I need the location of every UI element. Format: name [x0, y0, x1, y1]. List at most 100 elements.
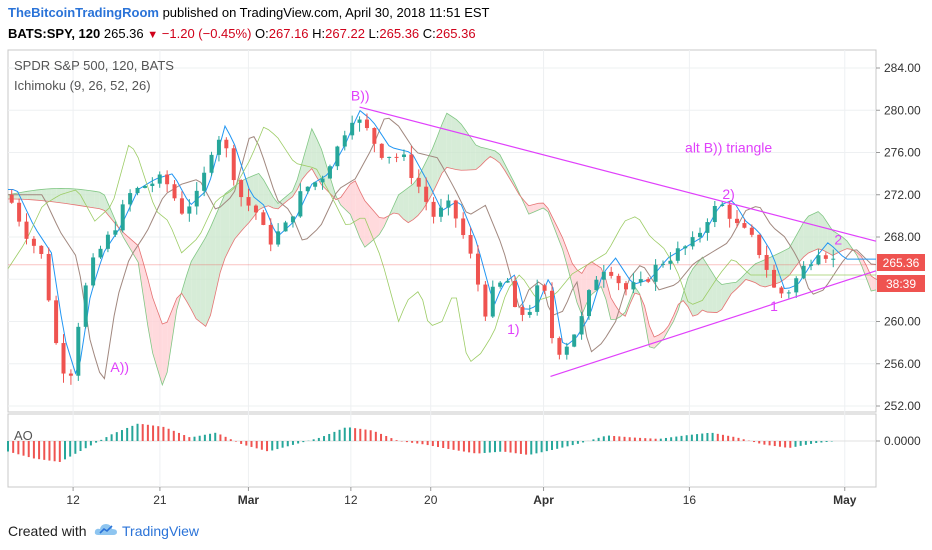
candle-down: [379, 143, 384, 158]
candle-down: [416, 177, 421, 187]
candle-down: [239, 180, 244, 198]
time-tick-label: 20: [424, 493, 438, 507]
legend-ichimoku: Ichimoku (9, 26, 52, 26): [14, 78, 151, 93]
candle-up: [653, 264, 658, 282]
candle-down: [520, 307, 525, 315]
symbol-label: BATS:SPY, 120: [8, 26, 101, 41]
down-triangle-icon: ▼: [147, 29, 159, 41]
cloud-segment: [712, 272, 717, 313]
wave-label: A)): [110, 359, 129, 375]
cloud-segment: [287, 191, 293, 201]
cloud-segment: [143, 261, 148, 327]
last-price-badge: [877, 254, 925, 271]
candle-down: [823, 255, 828, 259]
cloud-segment: [316, 138, 322, 185]
cloud-segment: [456, 119, 462, 171]
low-label: L:: [368, 26, 380, 41]
candle-up: [705, 222, 710, 233]
cloud-segment: [200, 237, 206, 327]
candle-down: [624, 283, 629, 290]
cloud-segment: [65, 188, 71, 205]
candle-down: [394, 156, 399, 158]
wave-label: B)): [351, 88, 370, 104]
candle-down: [779, 287, 784, 294]
cloud-segment: [379, 217, 385, 235]
footer: Created with TradingView: [0, 512, 932, 550]
candle-up: [801, 265, 806, 279]
senkou-span-a: [7, 112, 877, 387]
candle-up: [498, 282, 503, 287]
ohlc-line: BATS:SPY, 120 265.36 ▼ −1.20 (−0.45%) O:…: [8, 26, 476, 41]
candle-up: [601, 271, 606, 280]
cloud-segment: [504, 163, 510, 179]
cloud-segment: [70, 188, 76, 205]
candle-down: [468, 235, 473, 254]
triangle-trendline: [359, 106, 877, 242]
kijun-line: [8, 117, 877, 380]
low-value: 265.36: [379, 26, 420, 41]
candle-up: [120, 204, 125, 231]
cloud-segment: [345, 183, 351, 215]
candle-up: [631, 282, 636, 290]
candle-down: [246, 197, 251, 206]
cloud-segment: [326, 164, 332, 195]
cloud-segment: [171, 298, 177, 342]
cloud-segment: [663, 325, 669, 339]
candle-up: [572, 334, 577, 347]
candle-down: [372, 128, 377, 144]
cloud-segment: [581, 265, 587, 315]
publisher-name[interactable]: TheBitcoinTradingRoom: [8, 5, 159, 20]
price-tick-label: 256.00: [884, 357, 921, 371]
cloud-segment: [306, 128, 312, 174]
time-tick-label: 12: [344, 493, 358, 507]
cloud-segment: [89, 190, 95, 208]
candle-down: [757, 234, 762, 255]
price-tick-label: 280.00: [884, 103, 921, 117]
candle-up: [194, 190, 199, 207]
candle-down: [172, 184, 177, 199]
cloud-segment: [731, 282, 737, 294]
close-value: 265.36: [435, 26, 476, 41]
cloud-segment: [557, 227, 563, 250]
candle-up: [594, 279, 599, 291]
wave-annotations: A)) B)) 1) 2) 1 2 alt B)) triangle: [110, 88, 842, 375]
candle-up: [712, 205, 717, 223]
candle-down: [475, 253, 480, 285]
candle-up: [142, 186, 147, 188]
close-label: C:: [422, 26, 436, 41]
cloud-segment: [552, 218, 558, 237]
candle-up: [579, 316, 584, 335]
cloud-segment: [871, 275, 876, 292]
candle-down: [39, 245, 44, 254]
high-value: 267.22: [325, 26, 365, 41]
candle-down: [409, 154, 414, 178]
price-axis[interactable]: 284.00280.00276.00272.00268.00264.00260.…: [876, 61, 921, 448]
cloud-segment: [837, 233, 843, 254]
candle-up: [720, 204, 725, 206]
cloud-segment: [297, 162, 303, 190]
cloud-segment: [687, 268, 693, 317]
legend-symbol: SPDR S&P 500, 120, BATS: [14, 58, 174, 73]
time-axis[interactable]: 12 21 Mar 12 20 Apr 16 May: [66, 487, 857, 507]
candle-up: [305, 186, 310, 192]
cloud-segment: [813, 211, 819, 251]
cloud-segment: [832, 230, 838, 256]
cloud-segment: [234, 182, 240, 240]
tradingview-brand[interactable]: TradingView: [122, 523, 200, 539]
wave-label: 1): [507, 321, 519, 337]
cloud-segment: [470, 137, 476, 170]
cloud-segment: [273, 197, 279, 209]
price-change: −1.20 (−0.45%): [161, 26, 252, 41]
cloud-segment: [784, 248, 790, 280]
cloud-segment: [162, 322, 168, 385]
time-tick-label: May: [833, 493, 857, 507]
cloud-segment: [509, 173, 515, 187]
cloud-segment: [51, 188, 57, 203]
time-tick-label: Mar: [238, 493, 260, 507]
candle-up: [216, 139, 221, 155]
candle-down: [727, 204, 732, 219]
cloud-segment: [437, 124, 442, 184]
cloud-segment: [398, 191, 404, 220]
cloud-segment: [369, 206, 375, 244]
